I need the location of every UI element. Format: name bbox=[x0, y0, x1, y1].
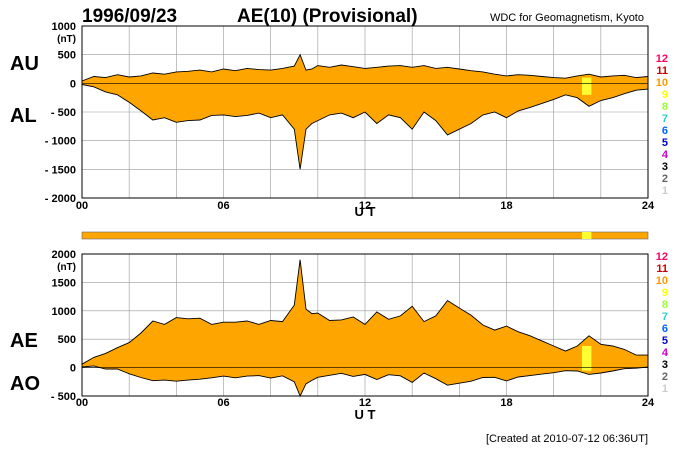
level-label: 2 bbox=[662, 173, 668, 185]
highlight-slot bbox=[581, 77, 592, 95]
x-axis-label: U T bbox=[355, 407, 376, 422]
series-line-au bbox=[81, 53, 649, 82]
y-tick-label: 1500 bbox=[52, 277, 76, 289]
level-label: 2 bbox=[662, 371, 668, 383]
y-tick-label: - 500 bbox=[51, 107, 76, 119]
side-label-au: AU bbox=[10, 53, 39, 75]
highlight-slot bbox=[581, 346, 592, 371]
y-tick-label: 500 bbox=[58, 334, 76, 346]
x-tick-label: 18 bbox=[500, 397, 512, 409]
series-line-ae bbox=[81, 259, 648, 365]
y-tick-label: - 1000 bbox=[45, 136, 76, 148]
level-label: 1 bbox=[662, 185, 668, 197]
level-label: 8 bbox=[662, 101, 668, 113]
level-label: 6 bbox=[662, 125, 668, 137]
level-label: 6 bbox=[662, 323, 668, 335]
x-tick-label: 18 bbox=[500, 200, 512, 212]
source-label: WDC for Geomagnetism, Kyoto bbox=[490, 12, 644, 24]
unit-label: (nT) bbox=[57, 34, 76, 45]
level-label: 10 bbox=[656, 77, 668, 89]
plot-frame bbox=[81, 25, 649, 199]
x-tick-label: 12 bbox=[359, 397, 371, 409]
x-tick-label: 12 bbox=[359, 200, 371, 212]
level-label: 1 bbox=[662, 383, 668, 395]
level-label: 8 bbox=[662, 299, 668, 311]
x-axis-label: U T bbox=[355, 204, 376, 219]
series-line-ao bbox=[81, 365, 649, 398]
created-footer: [Created at 2010-07-12 06:36UT] bbox=[486, 433, 648, 445]
level-label: 10 bbox=[656, 275, 668, 287]
date-title: 1996/09/23 bbox=[82, 6, 177, 27]
x-tick-label: 06 bbox=[217, 397, 229, 409]
y-tick-label: 1000 bbox=[52, 306, 76, 318]
y-tick-label: 500 bbox=[58, 50, 76, 62]
level-label: 7 bbox=[662, 113, 668, 125]
series-line-al bbox=[81, 84, 649, 170]
y-tick-label: 0 bbox=[70, 78, 76, 90]
level-label: 12 bbox=[656, 251, 668, 263]
level-label: 12 bbox=[656, 53, 668, 65]
y-tick-label: 2000 bbox=[52, 249, 76, 261]
level-label: 4 bbox=[662, 347, 669, 359]
level-label: 11 bbox=[656, 65, 668, 77]
side-label-ao: AO bbox=[10, 373, 40, 395]
x-tick-label: 24 bbox=[642, 200, 655, 212]
chart-title: AE(10) (Provisional) bbox=[237, 6, 418, 27]
y-tick-label: - 2000 bbox=[45, 193, 76, 205]
quality-bar-highlight bbox=[581, 232, 592, 239]
quality-bar-fill bbox=[81, 231, 649, 240]
level-label: 7 bbox=[662, 311, 668, 323]
y-tick-label: 1000 bbox=[52, 21, 76, 33]
y-tick-label: - 500 bbox=[51, 391, 76, 403]
unit-label: (nT) bbox=[57, 262, 76, 273]
level-label: 3 bbox=[662, 359, 668, 371]
x-tick-label: 24 bbox=[642, 397, 655, 409]
y-tick-label: - 1500 bbox=[45, 164, 76, 176]
level-label: 4 bbox=[662, 149, 669, 161]
level-label: 3 bbox=[662, 161, 668, 173]
y-tick-label: 0 bbox=[70, 363, 76, 375]
level-label: 11 bbox=[656, 263, 668, 275]
side-label-ae: AE bbox=[10, 330, 38, 352]
level-label: 9 bbox=[662, 287, 668, 299]
quality-bar bbox=[81, 231, 649, 240]
level-label: 9 bbox=[662, 89, 668, 101]
level-label: 5 bbox=[662, 335, 668, 347]
side-label-al: AL bbox=[10, 105, 37, 127]
x-tick-label: 00 bbox=[76, 200, 88, 212]
panel-au-al: 1000 500 0 - 500 - 1000 - 1500 - 2000 (nT) 00 06 1… bbox=[10, 21, 669, 219]
x-tick-label: 06 bbox=[217, 200, 229, 212]
series-band-ae-ao bbox=[82, 259, 648, 396]
level-label: 5 bbox=[662, 137, 668, 149]
plot-frame bbox=[81, 253, 649, 397]
x-tick-label: 00 bbox=[76, 397, 88, 409]
